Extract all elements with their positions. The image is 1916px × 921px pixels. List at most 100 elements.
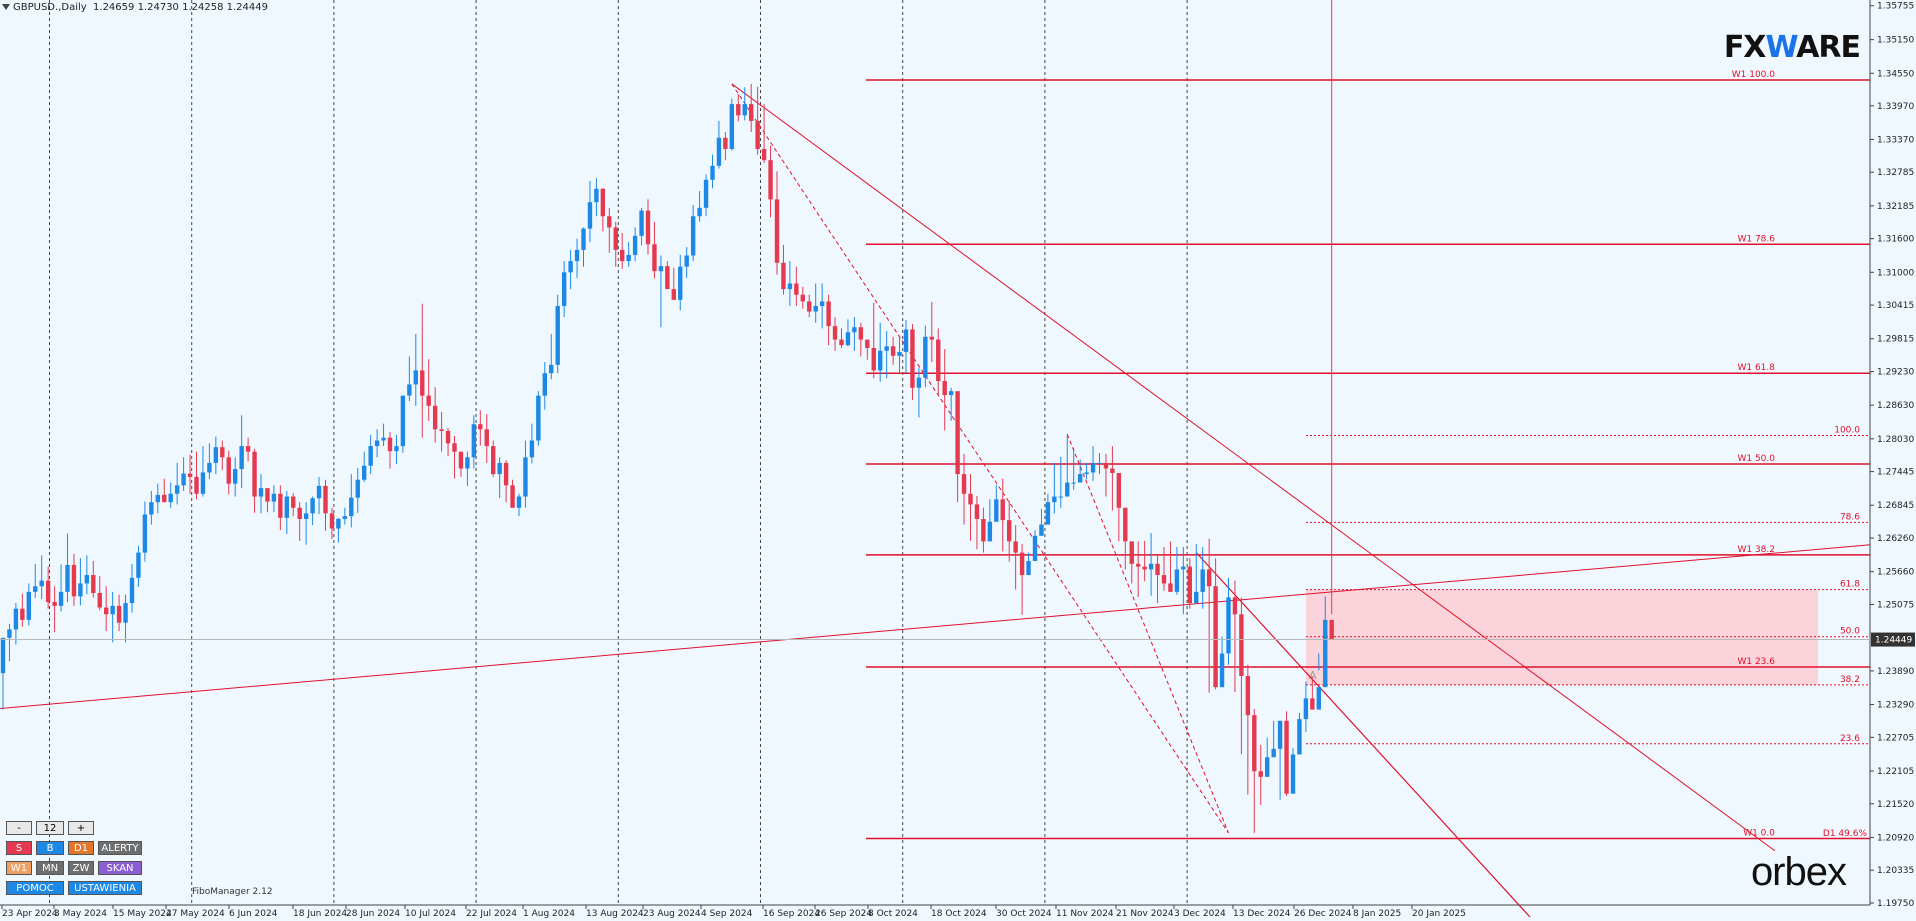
candle-body [1232, 597, 1238, 615]
candle-body [529, 440, 535, 458]
time-tick-label: 13 Aug 2024 [586, 909, 644, 919]
time-tick-label: 1 Aug 2024 [523, 909, 575, 919]
candle-body [620, 249, 625, 262]
candle-body [555, 305, 560, 365]
candle-body [1297, 719, 1302, 755]
candle-body [1129, 541, 1134, 564]
candle-body [1026, 561, 1031, 576]
candle-body [607, 216, 612, 228]
daily-fib-label: 100.0 [1834, 425, 1860, 435]
candle-body [355, 479, 360, 498]
candle-body [594, 188, 599, 203]
w1-button[interactable]: W1 [6, 861, 32, 875]
candle-body [1136, 563, 1141, 567]
d1-button[interactable]: D1 [68, 841, 94, 855]
price-tick-label: 1.22105 [1877, 767, 1914, 777]
candle-body [665, 266, 670, 290]
daily-fib-label: 78.6 [1840, 512, 1860, 522]
candle-body [413, 370, 418, 385]
fib-zone-rect [1306, 589, 1818, 685]
ustawienia-button[interactable]: USTAWIENIA [68, 881, 142, 895]
candle-body [858, 327, 864, 340]
price-tick-label: 1.21520 [1877, 800, 1914, 810]
candle-body [1310, 698, 1315, 710]
candle-body [110, 605, 115, 615]
candle-body [1161, 575, 1167, 584]
candle-body [832, 326, 838, 340]
candle-body [903, 329, 909, 352]
candle-body [329, 513, 335, 529]
sell-button[interactable]: S [6, 841, 32, 855]
candle-body [26, 591, 31, 620]
candle-body [968, 493, 973, 505]
candle-body [987, 521, 993, 542]
candle-body [813, 305, 818, 312]
candle-body [794, 283, 799, 295]
ohlc-values: 1.24659 1.24730 1.24258 1.24449 [93, 2, 268, 13]
symbol-label: GBPUSD.,Daily [13, 2, 87, 13]
candle-body [1181, 566, 1186, 570]
time-tick-label: 3 Dec 2024 [1174, 909, 1226, 919]
candle-body [458, 451, 464, 469]
candle-body [45, 580, 51, 602]
candle-body [497, 462, 502, 475]
daily-fib-label: 38.2 [1840, 675, 1860, 685]
candle-body [761, 148, 767, 161]
candle-body [297, 507, 302, 519]
period-value-field[interactable]: 12 [36, 821, 64, 835]
candle-body [381, 437, 386, 441]
time-tick-label: 4 Sep 2024 [701, 909, 753, 919]
candle-body [974, 504, 980, 519]
candle-body [265, 488, 270, 502]
candle-body [1007, 520, 1012, 542]
decrease-button[interactable]: - [6, 821, 32, 835]
candle-body [291, 496, 296, 508]
daily-fib-label: 50.0 [1840, 627, 1860, 637]
candle-body [807, 301, 812, 312]
candle-body [1277, 720, 1283, 749]
candle-body [1252, 715, 1257, 772]
candle-body [897, 351, 902, 356]
price-tick-label: 1.28030 [1877, 435, 1914, 445]
fib-anchor-diagonal [731, 83, 1229, 834]
zone-label-a: A [1309, 669, 1317, 682]
candle-body [684, 255, 689, 267]
candle-body [187, 473, 193, 477]
candle-body [936, 339, 941, 382]
candle-body [736, 104, 741, 116]
candle-body [452, 443, 457, 452]
candle-body [478, 424, 483, 430]
candle-body [13, 608, 19, 630]
candle-body [839, 339, 844, 346]
candle-body [220, 447, 225, 458]
candle-body [84, 575, 90, 584]
candle-body [303, 513, 309, 519]
candle-body [703, 179, 709, 208]
resistance-trendline [731, 83, 1776, 852]
zw-button[interactable]: ZW [68, 861, 94, 875]
mn-button[interactable]: MN [36, 861, 64, 875]
candle-body [710, 165, 715, 180]
price-tick-label: 1.31600 [1877, 235, 1914, 245]
candle-body [819, 301, 825, 306]
candle-body [71, 564, 77, 597]
candle-body [387, 437, 393, 452]
candle-body [1206, 569, 1212, 587]
trendlines [0, 83, 1871, 918]
alerty-button[interactable]: ALERTY [98, 841, 142, 855]
candle-body [1052, 496, 1057, 503]
candle-body [523, 457, 528, 497]
candle-body [155, 494, 160, 503]
increase-button[interactable]: + [68, 821, 94, 835]
collapse-triangle-icon[interactable] [2, 4, 10, 10]
pomoc-button[interactable]: POMOC [6, 881, 64, 895]
candle-body [749, 104, 754, 121]
candle-body [910, 329, 915, 388]
candle-body [1142, 566, 1147, 570]
skan-button[interactable]: SKAN [98, 861, 142, 875]
buy-button[interactable]: B [36, 841, 64, 855]
candle-body [207, 462, 212, 473]
candle-body [400, 395, 406, 447]
candle-body [639, 210, 644, 236]
